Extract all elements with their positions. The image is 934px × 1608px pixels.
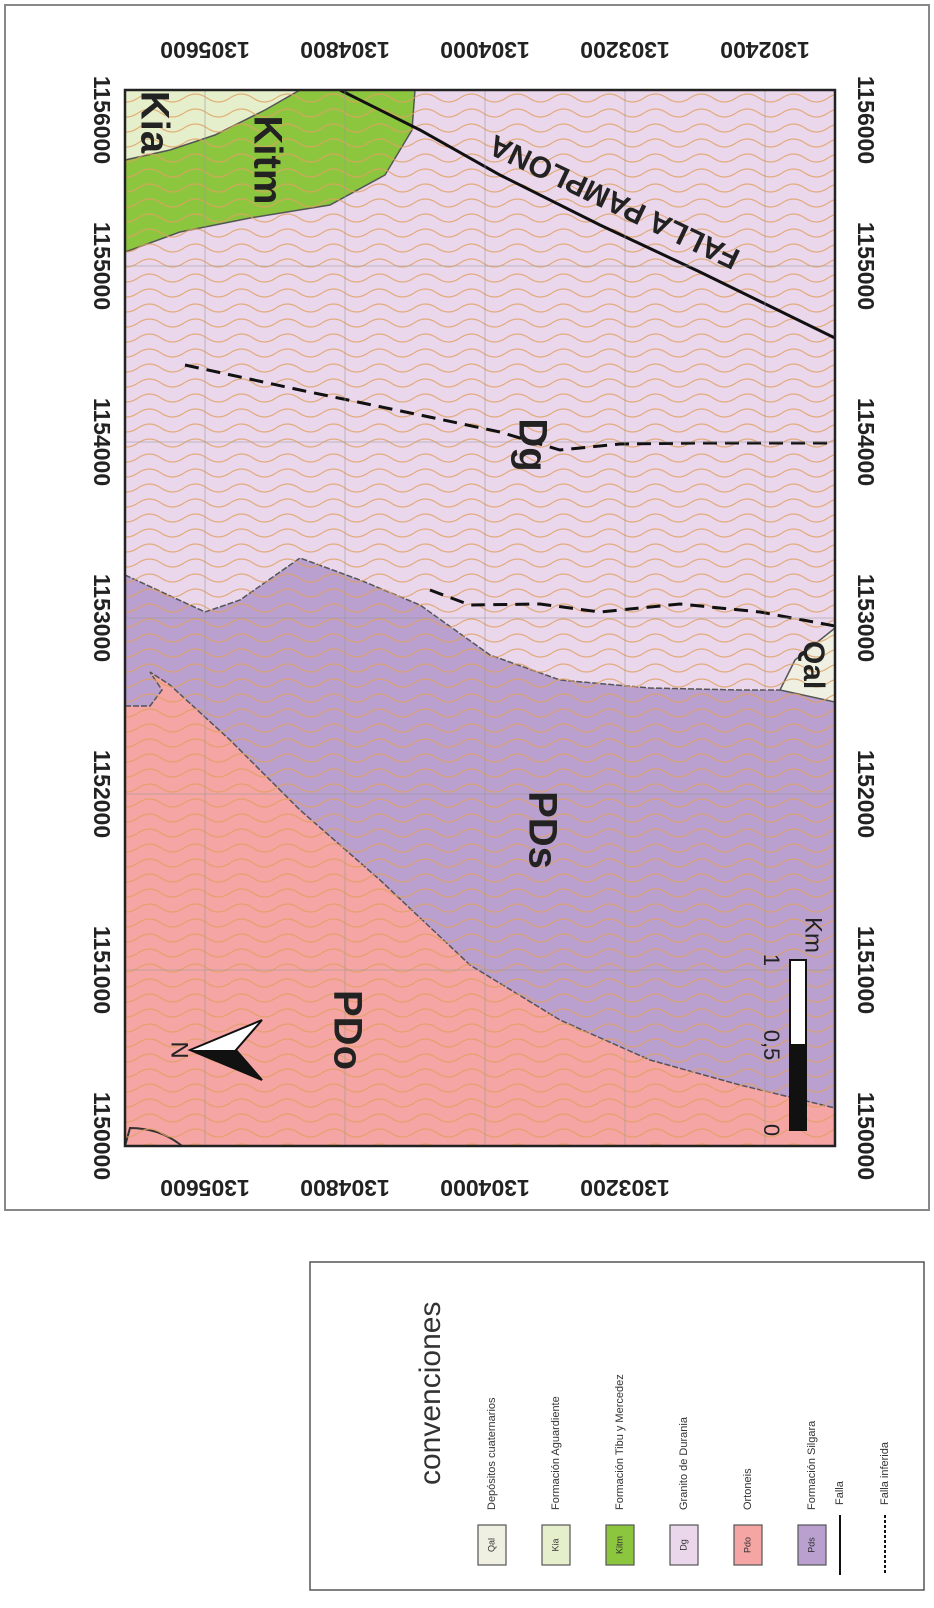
northing-label-top: 1304000 [440, 37, 530, 63]
legend-code: Dg [678, 1539, 688, 1551]
northing-label-top: 1305600 [160, 37, 250, 63]
northing-label-bottom: 1305600 [160, 1175, 250, 1201]
scale-label: 0,5 [759, 1030, 784, 1061]
easting-label-left: 1152000 [89, 750, 115, 838]
fault-line [339, 90, 835, 340]
map-labels: 1156000 1156000 1155000 1155000 1154000 11540… [89, 37, 879, 1201]
easting-label-left: 1156000 [89, 76, 115, 164]
unit-label: PDs [520, 791, 564, 869]
legend-swatch [541, 1524, 571, 1566]
unit-label: Kia [132, 91, 176, 154]
easting-label-right: 1154000 [853, 398, 879, 486]
legend-code: Kitm [614, 1536, 624, 1554]
north-arrow-fill [190, 1050, 262, 1080]
north-label: N [166, 1041, 193, 1058]
inferred-fault [429, 588, 835, 628]
legend-swatch [733, 1524, 763, 1566]
northing-label-bottom: 1304000 [440, 1175, 530, 1201]
easting-label-right: 1155000 [853, 222, 879, 310]
legend: convenciones Qal Depósitos cuaternarios Kia… [414, 1302, 891, 1566]
unit-label: Kitm [245, 116, 289, 205]
easting-label-left: 1154000 [89, 398, 115, 486]
legend-line-label: Falla [834, 1480, 846, 1505]
inferred-fault [184, 363, 835, 452]
legend-code: Qal [486, 1538, 496, 1552]
unit-label: PDo [325, 990, 369, 1070]
legend-label: Formación Silgara [806, 1420, 818, 1510]
legend-label: Ortoneis [742, 1468, 754, 1510]
northing-label-bottom: 1303200 [580, 1175, 670, 1201]
scale-label: 0 [759, 1124, 784, 1136]
legend-label: Formación Aguardiente [550, 1396, 562, 1510]
scale-label: 1 [759, 954, 784, 966]
northing-label-bottom: 1304800 [300, 1175, 390, 1201]
easting-label-right: 1153000 [853, 574, 879, 662]
easting-label-right: 1151000 [853, 926, 879, 1014]
easting-label-right: 1156000 [853, 76, 879, 164]
legend-code: Pds [806, 1537, 816, 1553]
easting-label-left: 1155000 [89, 222, 115, 310]
legend-code: Kia [550, 1538, 560, 1551]
scale-bar-white [789, 959, 807, 1046]
legend-swatch [605, 1524, 635, 1566]
map-frame [123, 88, 837, 1148]
easting-label-right: 1152000 [853, 750, 879, 838]
scale-bar-black [789, 1044, 807, 1131]
unit-label: Qal [797, 641, 830, 689]
northing-label-top: 1304800 [300, 37, 390, 63]
legend-swatch [669, 1524, 699, 1566]
legend-line-label: Falla inferida [879, 1441, 891, 1505]
easting-label-left: 1153000 [89, 574, 115, 662]
legend-label: Formación Tibu y Mercedez [614, 1374, 626, 1510]
legend-swatch [797, 1524, 827, 1566]
easting-label-right: 1150000 [853, 1092, 879, 1180]
easting-label-left: 1150000 [89, 1092, 115, 1180]
legend-label: Depósitos cuaternarios [486, 1397, 498, 1510]
northing-label-top: 1302400 [720, 37, 810, 63]
unit-label: Dg [510, 418, 554, 471]
scale-unit: Km [800, 917, 827, 953]
legend-label: Granito de Durania [678, 1416, 690, 1510]
legend-swatch [477, 1524, 507, 1566]
legend-code: Pdo [742, 1537, 752, 1553]
northing-label-top: 1303200 [580, 37, 670, 63]
legend-title: convenciones [414, 1302, 447, 1485]
easting-label-left: 1151000 [89, 926, 115, 1014]
